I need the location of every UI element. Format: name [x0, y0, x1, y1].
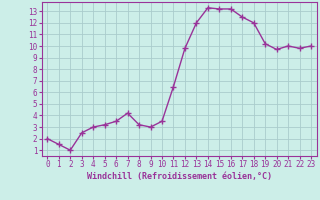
X-axis label: Windchill (Refroidissement éolien,°C): Windchill (Refroidissement éolien,°C) [87, 172, 272, 181]
